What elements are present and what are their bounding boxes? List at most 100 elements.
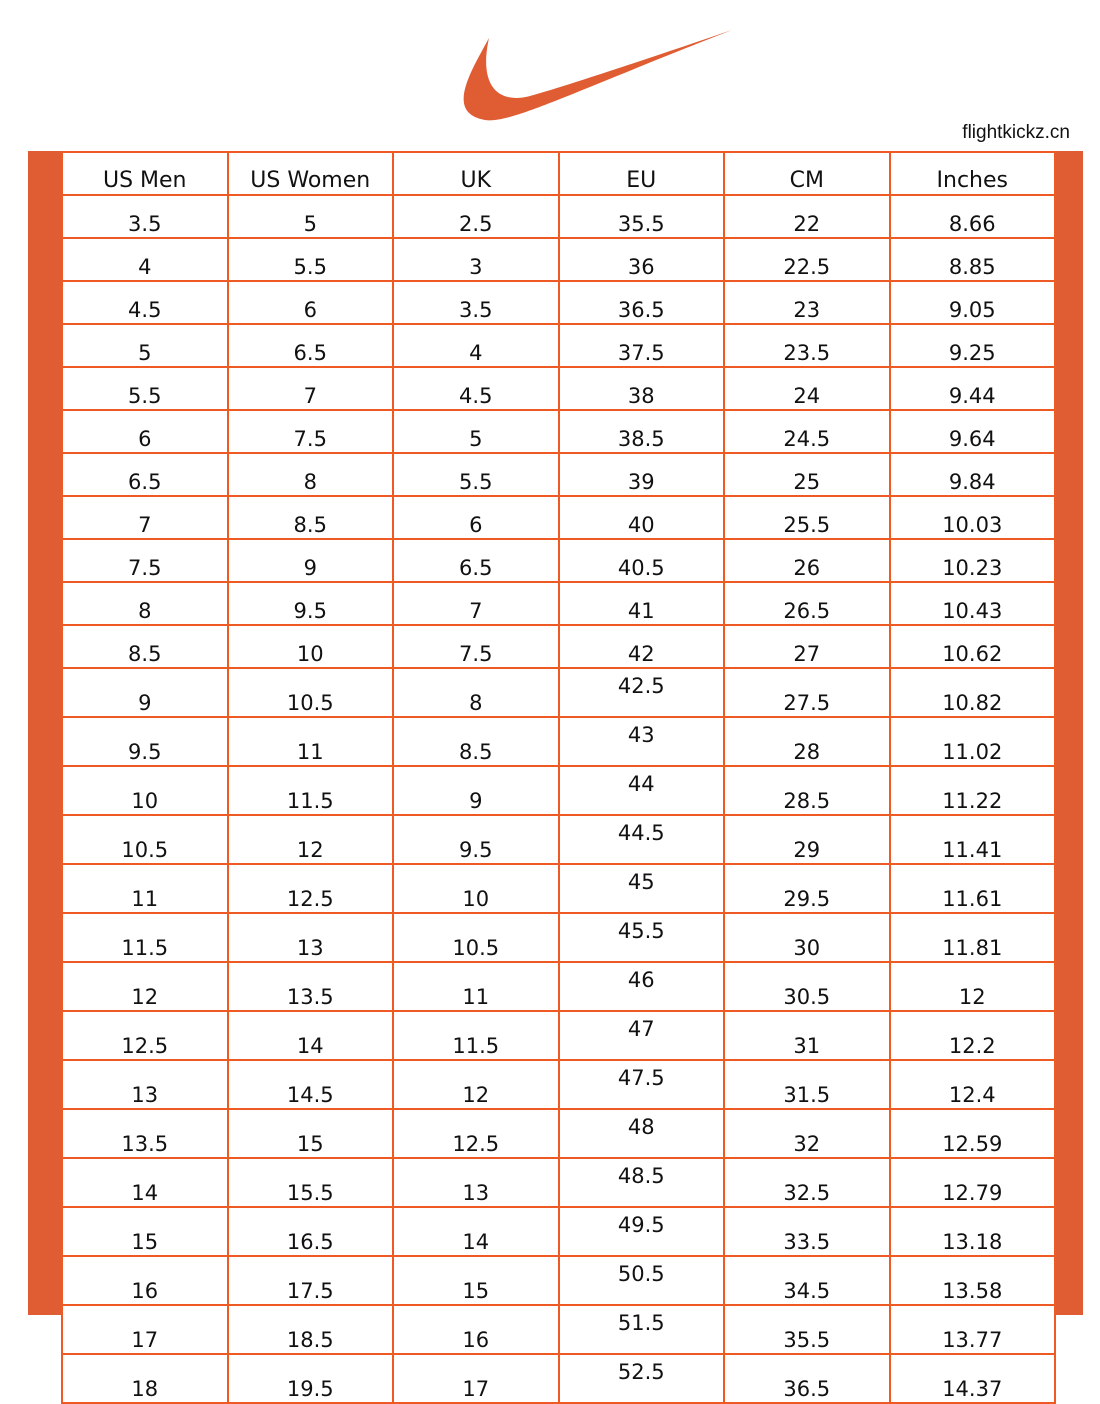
- table-cell: 50.5: [557, 1255, 725, 1306]
- table-cell: 10: [226, 624, 394, 669]
- table-cell: 8.66: [888, 194, 1056, 239]
- column-header: EU: [557, 151, 725, 196]
- table-cell: 36.5: [557, 280, 725, 325]
- table-cell: 34.5: [723, 1255, 891, 1306]
- table-cell: 30: [723, 912, 891, 963]
- table-cell: 3.5: [61, 194, 229, 239]
- table-cell: 32.5: [723, 1157, 891, 1208]
- table-cell: 48: [557, 1108, 725, 1159]
- table-cell: 16.5: [226, 1206, 394, 1257]
- table-cell: 8: [226, 452, 394, 497]
- table-cell: 8.85: [888, 237, 1056, 282]
- table-row: 11.5 13 10.5 45.5 30 11.81: [61, 912, 1056, 963]
- table-cell: 5: [61, 323, 229, 368]
- table-cell: 10.43: [888, 581, 1056, 626]
- table-row: 13.5 15 12.5 48 32 12.59: [61, 1108, 1056, 1159]
- table-cell: 41: [557, 581, 725, 626]
- right-side-bar: [1055, 151, 1083, 1315]
- table-cell: 28.5: [723, 765, 891, 816]
- table-cell: 10: [392, 863, 560, 914]
- table-row: 8.5 10 7.5 42 27 10.62: [61, 624, 1056, 669]
- table-cell: 13.5: [226, 961, 394, 1012]
- table-cell: 36.5: [723, 1353, 891, 1404]
- column-header: Inches: [888, 151, 1056, 196]
- table-cell: 17: [392, 1353, 560, 1404]
- table-cell: 42.5: [557, 667, 725, 718]
- table-cell: 11: [392, 961, 560, 1012]
- table-cell: 22.5: [723, 237, 891, 282]
- table-cell: 7: [61, 495, 229, 540]
- table-cell: 30.5: [723, 961, 891, 1012]
- table-cell: 8.5: [61, 624, 229, 669]
- table-cell: 23: [723, 280, 891, 325]
- table-cell: 13: [61, 1059, 229, 1110]
- table-cell: 10.82: [888, 667, 1056, 718]
- table-cell: 5.5: [61, 366, 229, 411]
- table-cell: 10.03: [888, 495, 1056, 540]
- table-cell: 7: [392, 581, 560, 626]
- table-cell: 32: [723, 1108, 891, 1159]
- table-cell: 2.5: [392, 194, 560, 239]
- table-row: 12.5 14 11.5 47 31 12.2: [61, 1010, 1056, 1061]
- table-cell: 13.5: [61, 1108, 229, 1159]
- table-cell: 22: [723, 194, 891, 239]
- table-cell: 9.05: [888, 280, 1056, 325]
- table-cell: 11.02: [888, 716, 1056, 767]
- table-row: 7 8.5 6 40 25.5 10.03: [61, 495, 1056, 540]
- table-cell: 7: [226, 366, 394, 411]
- table-cell: 10.5: [61, 814, 229, 865]
- table-cell: 25: [723, 452, 891, 497]
- table-cell: 51.5: [557, 1304, 725, 1355]
- table-cell: 26.5: [723, 581, 891, 626]
- table-cell: 5.5: [392, 452, 560, 497]
- table-row: 10 11.5 9 44 28.5 11.22: [61, 765, 1056, 816]
- table-cell: 11.22: [888, 765, 1056, 816]
- table-cell: 13: [226, 912, 394, 963]
- table-cell: 35.5: [723, 1304, 891, 1355]
- table-cell: 36: [557, 237, 725, 282]
- table-cell: 11.61: [888, 863, 1056, 914]
- table-cell: 15: [392, 1255, 560, 1306]
- table-row: 15 16.5 14 49.5 33.5 13.18: [61, 1206, 1056, 1257]
- table-cell: 10.23: [888, 538, 1056, 583]
- table-cell: 9: [392, 765, 560, 816]
- table-cell: 26: [723, 538, 891, 583]
- table-cell: 19.5: [226, 1353, 394, 1404]
- column-header: UK: [392, 151, 560, 196]
- table-cell: 38: [557, 366, 725, 411]
- table-cell: 11.5: [392, 1010, 560, 1061]
- table-row: 4 5.5 3 36 22.5 8.85: [61, 237, 1056, 282]
- table-cell: 29.5: [723, 863, 891, 914]
- table-cell: 12: [226, 814, 394, 865]
- table-row: 4.5 6 3.5 36.5 23 9.05: [61, 280, 1056, 325]
- table-cell: 5: [392, 409, 560, 454]
- table-cell: 15: [226, 1108, 394, 1159]
- table-row: 6.5 8 5.5 39 25 9.84: [61, 452, 1056, 497]
- table-cell: 14.37: [888, 1353, 1056, 1404]
- table-cell: 9.84: [888, 452, 1056, 497]
- table-cell: 3.5: [392, 280, 560, 325]
- table-cell: 47.5: [557, 1059, 725, 1110]
- table-cell: 12.5: [392, 1108, 560, 1159]
- table-cell: 6.5: [61, 452, 229, 497]
- table-cell: 18.5: [226, 1304, 394, 1355]
- table-cell: 5: [226, 194, 394, 239]
- table-cell: 13.18: [888, 1206, 1056, 1257]
- table-cell: 5.5: [226, 237, 394, 282]
- table-cell: 46: [557, 961, 725, 1012]
- table-cell: 33.5: [723, 1206, 891, 1257]
- table-cell: 25.5: [723, 495, 891, 540]
- table-cell: 12.2: [888, 1010, 1056, 1061]
- table-cell: 11: [226, 716, 394, 767]
- table-cell: 4.5: [392, 366, 560, 411]
- table-cell: 11.5: [226, 765, 394, 816]
- table-cell: 13: [392, 1157, 560, 1208]
- size-chart-table: US Men US Women UK EU CM Inches 3.5 5 2.5 35.5 22…: [61, 151, 1056, 1404]
- table-cell: 4: [392, 323, 560, 368]
- table-cell: 24.5: [723, 409, 891, 454]
- table-cell: 45.5: [557, 912, 725, 963]
- table-row: 3.5 5 2.5 35.5 22 8.66: [61, 194, 1056, 239]
- table-cell: 12.79: [888, 1157, 1056, 1208]
- table-row: 13 14.5 12 47.5 31.5 12.4: [61, 1059, 1056, 1110]
- table-cell: 9.5: [61, 716, 229, 767]
